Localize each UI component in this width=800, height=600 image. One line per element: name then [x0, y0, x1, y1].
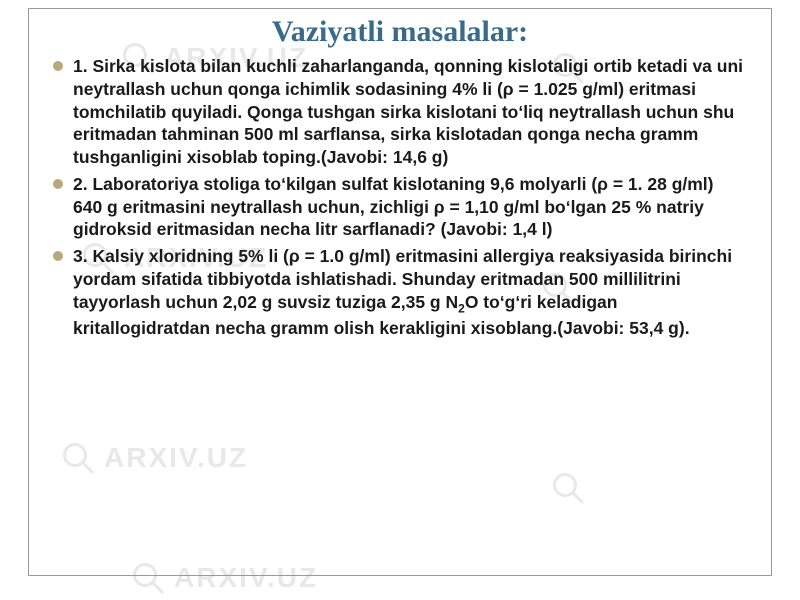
list-item: 1. Sirka kislota bilan kuchli zaharlanga…: [53, 55, 747, 169]
content-frame: Vaziyatli masalalar: 1. Sirka kislota bi…: [28, 8, 772, 576]
slide-title: Vaziyatli masalalar:: [53, 15, 747, 49]
problem-list: 1. Sirka kislota bilan kuchli zaharlanga…: [53, 55, 747, 339]
slide-container: Vaziyatli masalalar: 1. Sirka kislota bi…: [0, 0, 800, 600]
item-text-pre: 3. Kalsiy xloridning 5% li (ρ = 1.0 g/ml…: [73, 246, 732, 312]
subscript: 2: [458, 301, 465, 315]
list-item: 2. Laboratoriya stoliga to‘kilgan sulfat…: [53, 173, 747, 241]
list-item: 3. Kalsiy xloridning 5% li (ρ = 1.0 g/ml…: [53, 245, 747, 339]
